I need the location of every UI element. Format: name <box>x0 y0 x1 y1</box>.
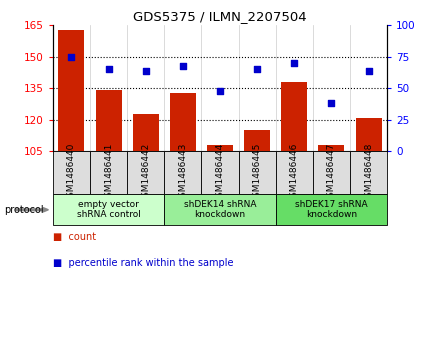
Text: GSM1486442: GSM1486442 <box>141 143 150 203</box>
Text: GSM1486446: GSM1486446 <box>290 143 299 203</box>
Text: GSM1486441: GSM1486441 <box>104 143 113 203</box>
Text: protocol: protocol <box>4 205 44 215</box>
Point <box>142 68 149 74</box>
Text: GSM1486443: GSM1486443 <box>178 143 187 203</box>
Point <box>68 54 75 60</box>
Point <box>253 66 260 72</box>
Point <box>180 63 187 69</box>
Point <box>105 66 112 72</box>
Point <box>328 101 335 106</box>
Bar <box>202 151 238 195</box>
Point <box>365 68 372 74</box>
Bar <box>164 195 276 225</box>
Bar <box>238 151 276 195</box>
Text: shDEK17 shRNA
knockdown: shDEK17 shRNA knockdown <box>295 200 368 220</box>
Bar <box>95 90 121 151</box>
Bar <box>59 30 84 151</box>
Bar <box>244 130 270 151</box>
Bar <box>319 145 345 151</box>
Text: GSM1486448: GSM1486448 <box>364 143 373 203</box>
Title: GDS5375 / ILMN_2207504: GDS5375 / ILMN_2207504 <box>133 10 307 23</box>
Bar <box>350 151 387 195</box>
Bar <box>170 93 196 151</box>
Text: GSM1486440: GSM1486440 <box>67 143 76 203</box>
Text: ■  count: ■ count <box>53 232 96 242</box>
Text: shDEK14 shRNA
knockdown: shDEK14 shRNA knockdown <box>184 200 256 220</box>
Bar <box>127 151 164 195</box>
Bar <box>133 114 159 151</box>
Bar <box>276 195 387 225</box>
Bar <box>164 151 202 195</box>
Bar <box>276 151 313 195</box>
Bar <box>53 151 90 195</box>
Point <box>216 88 224 94</box>
Text: empty vector
shRNA control: empty vector shRNA control <box>77 200 140 220</box>
Text: GSM1486444: GSM1486444 <box>216 143 224 203</box>
Bar <box>53 195 164 225</box>
Bar <box>313 151 350 195</box>
Bar <box>356 118 381 151</box>
Bar <box>281 82 307 151</box>
Text: GSM1486445: GSM1486445 <box>253 143 262 203</box>
Point <box>291 60 298 66</box>
Bar <box>90 151 127 195</box>
Text: GSM1486447: GSM1486447 <box>327 143 336 203</box>
Text: ■  percentile rank within the sample: ■ percentile rank within the sample <box>53 258 233 268</box>
Bar <box>207 145 233 151</box>
